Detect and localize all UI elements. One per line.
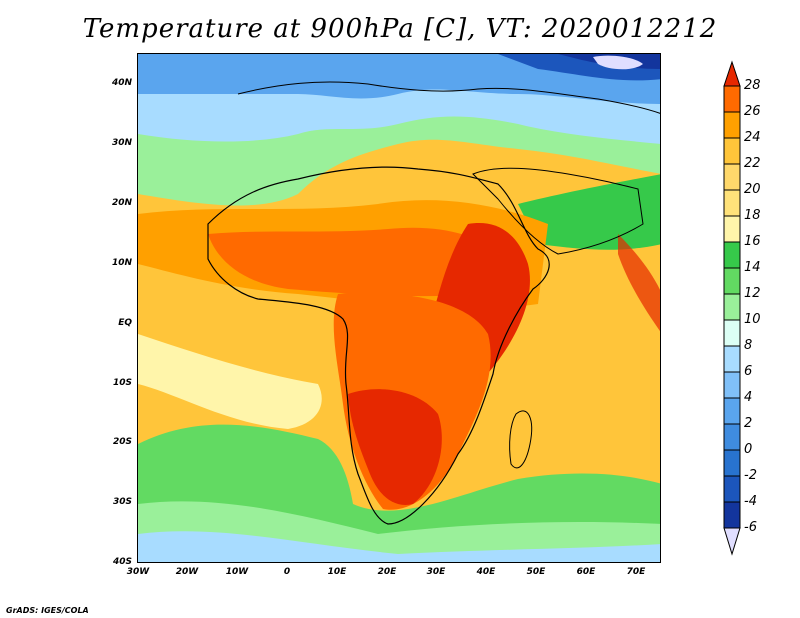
colorbar-cell <box>723 85 741 113</box>
colorbar-cell <box>723 189 741 217</box>
colorbar-top-triangle <box>723 60 741 87</box>
lon-label-10w: 10W <box>225 567 249 577</box>
colorbar-label-18: 18 <box>744 208 761 223</box>
lon-label-50e: 50E <box>526 567 546 577</box>
colorbar-label-0: 0 <box>744 442 753 457</box>
lon-label-0: 0 <box>283 567 291 577</box>
colorbar-cell <box>723 397 741 425</box>
lat-label-40n: 40N <box>111 78 132 88</box>
colorbar-cell <box>723 293 741 321</box>
lon-label-40e: 40E <box>476 567 496 577</box>
lon-label-10e: 10E <box>327 567 347 577</box>
colorbar-label-8: 8 <box>744 338 753 353</box>
map-title: Temperature at 900hPa [C], VT: 202001221… <box>82 14 718 44</box>
colorbar-cell <box>723 215 741 243</box>
colorbar-cell <box>723 137 741 165</box>
colorbar-label-neg4: -4 <box>744 494 757 509</box>
colorbar-label-24: 24 <box>744 130 761 145</box>
colorbar-cell <box>723 423 741 451</box>
lon-label-20e: 20E <box>377 567 397 577</box>
colorbar-cell <box>723 501 741 529</box>
colorbar-label-10: 10 <box>744 312 761 327</box>
colorbar-label-6: 6 <box>744 364 753 379</box>
colorbar-label-4: 4 <box>744 390 753 405</box>
lat-label-10n: 10N <box>111 258 132 268</box>
colorbar-bottom-triangle <box>723 527 741 556</box>
lon-label-20w: 20W <box>175 567 199 577</box>
colorbar-label-20: 20 <box>744 182 761 197</box>
colorbar-cell <box>723 267 741 295</box>
lat-label-20s: 20S <box>112 437 132 447</box>
lat-label-40s: 40S <box>112 557 132 567</box>
colorbar-label-neg6: -6 <box>744 520 757 535</box>
lat-label-20n: 20N <box>111 198 132 208</box>
lon-label-70e: 70E <box>626 567 646 577</box>
colorbar-cell <box>723 475 741 503</box>
colorbar-cell <box>723 241 741 269</box>
lon-label-30w: 30W <box>126 567 150 577</box>
colorbar-cell <box>723 319 741 347</box>
colorbar-label-12: 12 <box>744 286 761 301</box>
colorbar-label-14: 14 <box>744 260 761 275</box>
colorbar-svg <box>723 60 741 556</box>
credit-label: GrADS: IGES/COLA <box>6 606 89 615</box>
lat-label-10s: 10S <box>112 378 132 388</box>
colorbar-label-16: 16 <box>744 234 761 249</box>
colorbar-cell <box>723 449 741 477</box>
temperature-field <box>138 54 660 562</box>
lat-label-30n: 30N <box>111 138 132 148</box>
colorbar-cell <box>723 345 741 373</box>
colorbar-label-28: 28 <box>744 78 761 93</box>
lon-label-30e: 30E <box>426 567 446 577</box>
colorbar-label-neg2: -2 <box>744 468 757 483</box>
temperature-map <box>137 53 661 563</box>
lon-label-60e: 60E <box>576 567 596 577</box>
lat-label-eq: EQ <box>118 318 132 328</box>
lat-label-30s: 30S <box>112 497 132 507</box>
colorbar-label-2: 2 <box>744 416 753 431</box>
colorbar-cell <box>723 163 741 191</box>
colorbar-cell <box>723 111 741 139</box>
colorbar-cell <box>723 371 741 399</box>
colorbar-label-22: 22 <box>744 156 761 171</box>
colorbar-label-26: 26 <box>744 104 761 119</box>
